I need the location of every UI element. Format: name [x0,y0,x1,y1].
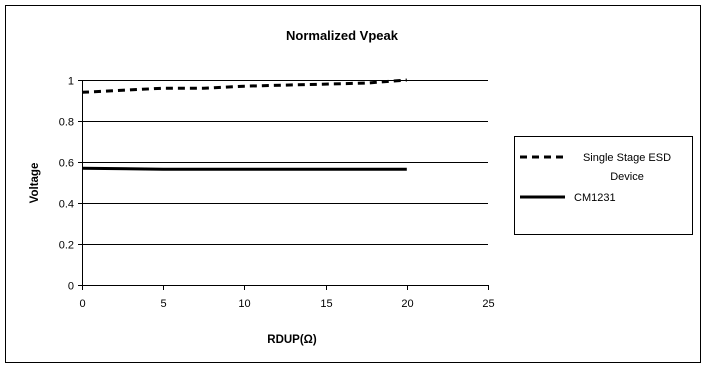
x-tick-label-0: 0 [79,298,85,310]
legend-label-cm1231: CM1231 [574,192,616,204]
legend-label-single-stage-line2: Device [610,171,644,183]
grid-layer [82,80,488,245]
chart-title: Normalized Vpeak [286,28,399,43]
y-tick-label-5: 1 [68,76,74,88]
legend-label-single-stage-line1: Single Stage ESD [583,152,671,164]
y-tick-label-1: 0.2 [59,240,74,252]
series-line-cm1231 [81,166,407,171]
y-tick-label-3: 0.6 [59,158,74,170]
legend-box [514,136,693,235]
x-tick-label-2: 10 [238,298,250,310]
x-tick-label-5: 25 [482,298,494,310]
y-tick-label-0: 0 [68,281,74,293]
y-axis-title: Voltage [29,163,41,204]
y-tick-label-2: 0.4 [59,199,74,211]
axis-layer [78,80,489,290]
x-tick-label-3: 15 [320,298,332,310]
y-tick-label-4: 0.8 [59,117,74,129]
legend: Single Stage ESD Device CM1231 [514,136,693,235]
x-tick-label-4: 20 [401,298,413,310]
series-line-single-stage-esd [81,78,407,94]
x-axis-title: RDUP(Ω) [267,334,317,346]
tick-label-layer: 00.20.40.60.810 5 10 15 20 25 [59,76,495,311]
series-layer [81,78,407,171]
x-tick-label-1: 5 [160,298,166,310]
